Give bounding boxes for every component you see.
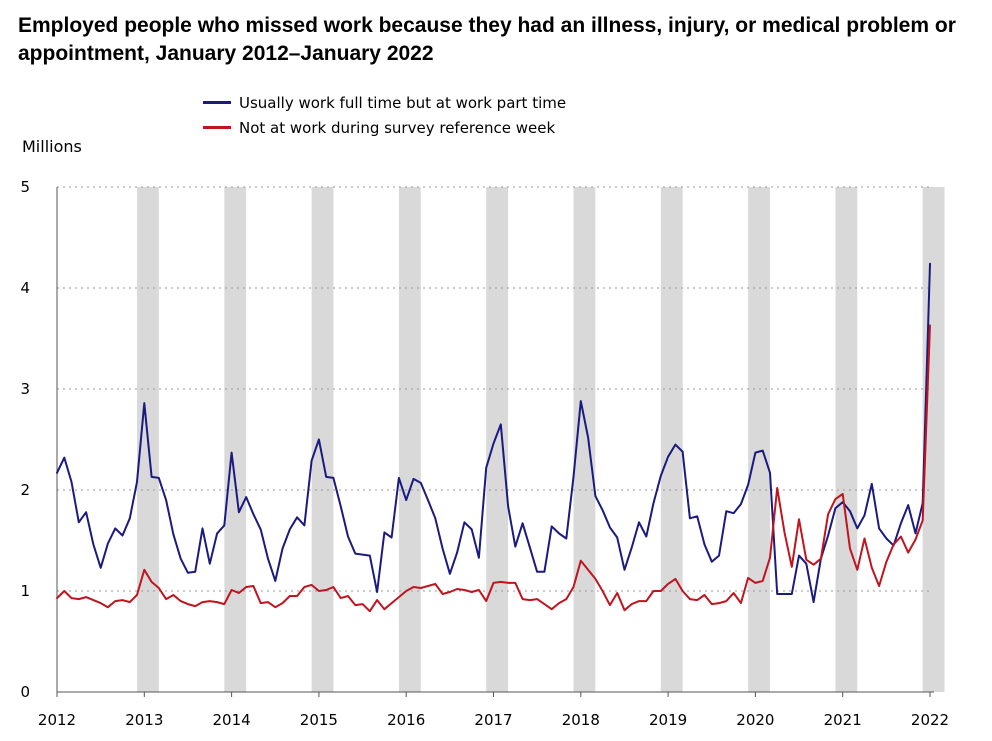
shaded-band <box>660 187 683 692</box>
shaded-band <box>835 187 858 692</box>
shaded-band <box>486 187 509 692</box>
x-tick-label: 2013 <box>125 711 163 729</box>
x-tick-label: 2012 <box>38 711 76 729</box>
y-axis-unit-label: Millions <box>22 137 82 156</box>
shaded-band <box>398 187 421 692</box>
chart-legend: Usually work full time but at work part … <box>203 90 566 140</box>
series-line-full-time-part-time <box>56 262 931 604</box>
y-tick-label: 3 <box>20 380 30 398</box>
x-tick-label: 2017 <box>474 711 512 729</box>
x-tick-label: 2015 <box>300 711 338 729</box>
y-tick-label: 4 <box>20 279 30 297</box>
x-tick-label: 2019 <box>649 711 687 729</box>
x-tick-label: 2018 <box>562 711 600 729</box>
legend-swatch-red <box>203 126 231 129</box>
shaded-band <box>748 187 770 692</box>
y-tick-label: 2 <box>20 481 30 499</box>
y-tick-label: 5 <box>20 178 30 196</box>
x-tick-label: 2016 <box>387 711 425 729</box>
chart-title: Employed people who missed work because … <box>18 14 956 65</box>
shaded-band <box>224 187 247 692</box>
legend-item-full-time-part-time: Usually work full time but at work part … <box>203 90 566 115</box>
y-tick-label: 1 <box>20 582 30 600</box>
x-tick-label: 2021 <box>824 711 862 729</box>
legend-swatch-blue <box>203 101 231 104</box>
legend-label: Usually work full time but at work part … <box>239 93 567 112</box>
y-tick-label: 0 <box>20 683 30 701</box>
x-tick-label: 2022 <box>911 711 949 729</box>
legend-label: Not at work during survey reference week <box>239 118 556 137</box>
x-tick-label: 2014 <box>213 711 251 729</box>
legend-item-not-at-work: Not at work during survey reference week <box>203 115 566 140</box>
series-line-not-at-work <box>56 324 931 613</box>
shaded-band <box>311 187 334 692</box>
x-tick-label: 2020 <box>736 711 774 729</box>
